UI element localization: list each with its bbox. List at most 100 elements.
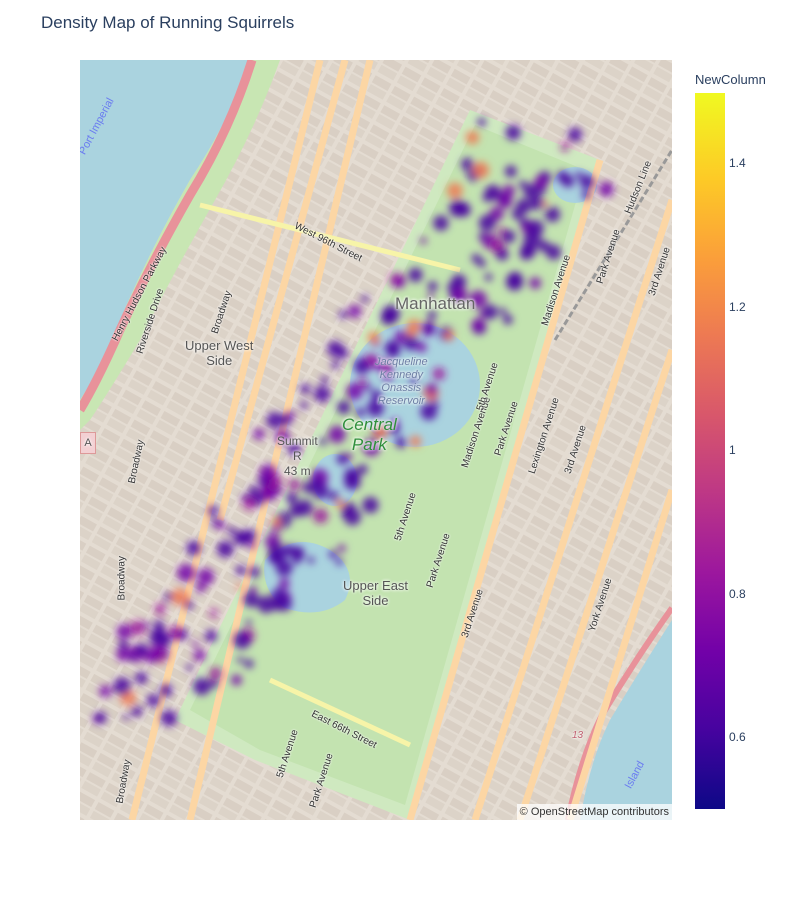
density-blob <box>472 161 490 179</box>
density-blob <box>348 304 362 318</box>
density-blob <box>446 283 457 293</box>
colorbar <box>695 93 725 809</box>
density-blob <box>249 585 257 594</box>
density-blob <box>420 403 438 421</box>
density-blob <box>157 632 172 647</box>
density-blob <box>427 310 437 320</box>
density-blob <box>388 346 400 358</box>
density-blob <box>116 624 132 640</box>
map-attribution[interactable]: © OpenStreetMap contributors <box>516 804 672 820</box>
density-blob <box>193 649 206 662</box>
density-blob <box>253 428 265 440</box>
density-blob <box>484 273 493 282</box>
density-blob <box>328 491 339 502</box>
density-blob <box>327 340 343 357</box>
density-blob <box>461 157 474 171</box>
density-blob <box>243 591 260 608</box>
density-blob <box>146 694 160 707</box>
density-blob <box>408 267 423 283</box>
density-blob <box>231 674 242 686</box>
density-blob <box>431 400 439 408</box>
density-blob <box>94 711 107 724</box>
density-blob <box>520 242 537 258</box>
density-blob <box>296 499 313 516</box>
density-blob <box>266 412 283 429</box>
density-blob <box>362 438 380 457</box>
density-blob <box>364 383 372 391</box>
density-blob <box>272 587 287 603</box>
density-blob <box>197 568 215 585</box>
density-blob <box>581 190 591 200</box>
chart-title: Density Map of Running Squirrels <box>41 13 295 32</box>
density-blob <box>519 217 529 227</box>
density-blob <box>335 558 343 566</box>
density-blob <box>320 376 329 384</box>
density-blob <box>293 546 304 557</box>
density-blob <box>471 318 486 332</box>
density-blob <box>159 684 173 697</box>
riverside-park <box>80 60 280 430</box>
density-blob <box>192 640 199 647</box>
density-blob <box>488 215 495 222</box>
upper-east-side-label: Upper East Side <box>343 578 409 608</box>
density-blob <box>116 647 131 662</box>
density-blob <box>288 478 301 491</box>
density-blob <box>446 182 463 199</box>
density-blob <box>394 276 406 288</box>
colorbar-tick: 1.4 <box>729 156 746 170</box>
density-blob <box>567 127 583 142</box>
density-blob <box>357 464 368 475</box>
density-blob <box>123 714 129 721</box>
density-blob <box>337 400 351 415</box>
density-blob <box>471 253 481 263</box>
density-blob <box>427 293 434 300</box>
route-badge: A <box>80 432 96 454</box>
density-blob <box>388 422 400 435</box>
density-blob <box>469 290 487 309</box>
density-blob <box>419 237 427 245</box>
density-blob <box>504 165 517 178</box>
density-blob <box>370 389 382 401</box>
east-river <box>580 620 672 820</box>
density-blob <box>268 545 286 563</box>
density-blob <box>313 508 329 524</box>
map-canvas[interactable]: Port Imperial Island Manhattan Upper Wes… <box>80 60 672 820</box>
railway <box>553 149 672 341</box>
density-blob <box>160 710 178 727</box>
density-blob <box>287 442 301 456</box>
density-blob <box>312 476 323 488</box>
density-blob <box>529 277 542 289</box>
density-blob <box>336 453 348 465</box>
summit-label: Summit R 43 m <box>277 434 318 478</box>
density-blob <box>244 529 256 541</box>
density-blob <box>151 644 169 662</box>
density-blob <box>275 429 290 444</box>
density-blob <box>367 331 380 344</box>
density-blob <box>544 206 561 223</box>
density-blob <box>313 385 331 403</box>
density-blob <box>169 625 179 636</box>
density-blob <box>409 435 422 448</box>
density-blob <box>541 200 548 207</box>
density-blob <box>328 425 346 444</box>
density-blob <box>99 685 112 698</box>
density-blob <box>233 631 251 649</box>
density-blob <box>499 307 507 315</box>
density-blob <box>380 309 397 325</box>
colorbar-tick: 1.2 <box>729 300 746 314</box>
density-blob <box>204 629 218 643</box>
colorbar-tick: 0.8 <box>729 587 746 601</box>
density-blob <box>394 330 408 343</box>
density-blob <box>257 595 275 614</box>
upper-west-side-label: Upper West Side <box>185 338 254 368</box>
colorbar-tick: 1 <box>729 443 736 457</box>
density-blob <box>501 229 516 244</box>
density-blob <box>249 568 260 578</box>
density-blob <box>337 544 346 553</box>
density-blob <box>307 556 315 564</box>
density-blob <box>391 418 399 426</box>
density-blob <box>561 175 575 188</box>
density-blob <box>271 598 284 611</box>
density-blob <box>505 273 524 291</box>
colorbar-tick: 0.6 <box>729 730 746 744</box>
